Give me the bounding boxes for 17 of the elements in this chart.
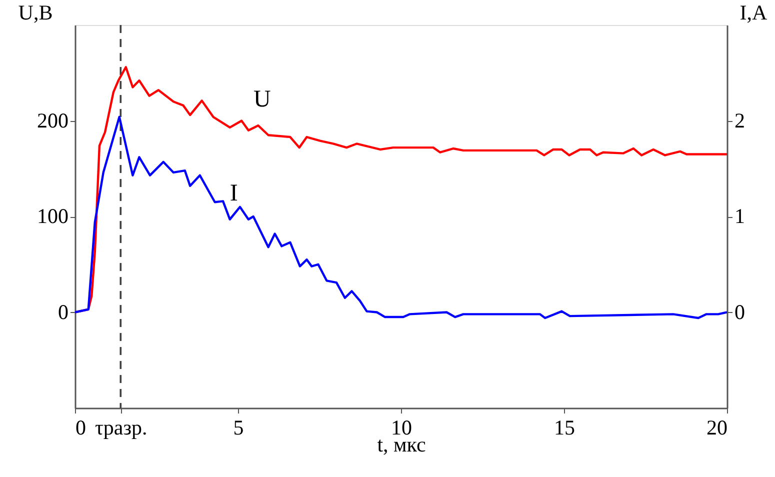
x-tick-label: 20 — [706, 416, 728, 440]
x-tick-label: 10 — [391, 416, 412, 440]
y-tick-label: 200 — [37, 108, 68, 132]
y2-axis-title: I,А — [740, 0, 768, 24]
x-tick-label: 0 — [76, 416, 86, 440]
y2-tick-label: 2 — [734, 108, 745, 132]
x-tick-label: 15 — [554, 416, 575, 440]
x-tick-label: 5 — [233, 416, 244, 440]
x-tick-label: τразр. — [94, 416, 148, 440]
series-label: U — [254, 86, 271, 113]
y-tick-label: 100 — [37, 204, 68, 228]
y-tick-label: 0 — [58, 300, 68, 324]
series-label: I — [230, 180, 238, 206]
line-series — [75, 116, 727, 320]
y2-tick-label: 1 — [734, 204, 745, 228]
y2-tick-label: 0 — [734, 300, 745, 324]
y-axis-title: U,В — [18, 0, 53, 24]
